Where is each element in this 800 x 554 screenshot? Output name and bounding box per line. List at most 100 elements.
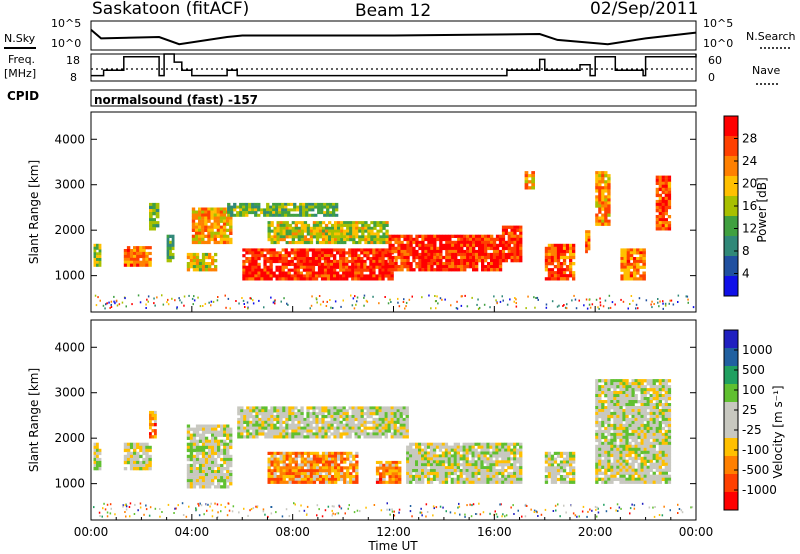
heatmap-cell — [501, 480, 505, 484]
heatmap-cell — [204, 216, 208, 220]
heatmap-cell — [628, 406, 632, 410]
heatmap-cell — [478, 255, 482, 260]
heatmap-cell — [142, 451, 146, 456]
heatmap-cell — [553, 460, 558, 464]
heatmap-cell — [246, 412, 250, 416]
heatmap-cell — [415, 237, 419, 242]
heatmap-cell — [492, 474, 496, 479]
heatmap-speck — [502, 299, 504, 302]
heatmap-cell — [601, 453, 605, 458]
heatmap-cell — [472, 240, 476, 245]
heatmap-cell — [142, 263, 146, 267]
heatmap-cell — [658, 414, 662, 419]
heatmap-cell — [276, 477, 280, 482]
heatmap-cell — [421, 474, 425, 479]
heatmap-cell — [412, 466, 416, 470]
heatmap-cell — [290, 208, 294, 212]
heatmap-cell — [639, 257, 643, 261]
heatmap-cell — [652, 417, 656, 422]
heatmap-cell — [204, 228, 208, 232]
heatmap-cell — [610, 432, 614, 437]
heatmap-cell — [427, 259, 431, 263]
heatmap-cell — [472, 249, 476, 254]
heatmap-cell — [619, 462, 623, 466]
heatmap-cell — [291, 221, 295, 225]
heatmap-cell — [598, 456, 602, 461]
heatmap-cell — [625, 385, 629, 389]
heatmap-cell — [309, 415, 313, 419]
heatmap-cell — [329, 211, 333, 215]
heatmap-cell — [186, 433, 191, 437]
heatmap-cell — [388, 469, 392, 473]
heatmap-cell — [643, 411, 647, 416]
heatmap-cell — [308, 259, 313, 264]
heatmap-cell — [469, 262, 473, 266]
heatmap-cell — [317, 251, 322, 255]
heatmap-cell — [315, 238, 320, 242]
heatmap-cell — [312, 457, 317, 461]
heatmap-cell — [622, 435, 626, 440]
heatmap-cell — [436, 234, 440, 238]
heatmap-cell — [285, 423, 289, 427]
heatmap-cell — [129, 457, 134, 462]
heatmap-cell — [354, 248, 358, 252]
heatmap-cell — [364, 241, 368, 245]
heatmap-speck — [199, 305, 202, 308]
heatmap-cell — [510, 480, 514, 484]
heatmap-cell — [220, 470, 224, 474]
heatmap-cell — [242, 268, 246, 272]
heatmap-cell — [324, 235, 329, 239]
heatmap-speck — [466, 305, 469, 308]
heatmap-cell — [384, 254, 388, 258]
heatmap-cell — [628, 391, 632, 395]
heatmap-cell — [601, 480, 605, 484]
heatmap-cell — [616, 459, 620, 463]
heatmap-cell — [463, 265, 467, 269]
heatmap-cell — [459, 445, 463, 449]
heatmap-cell — [226, 476, 230, 480]
heatmap-cell — [620, 262, 624, 266]
heatmap-cell — [430, 237, 434, 242]
heatmap-cell — [373, 235, 377, 239]
heatmap-cell — [334, 232, 338, 236]
heatmap-cell — [305, 268, 310, 272]
heatmap-cell — [610, 423, 614, 428]
heatmap-cell — [312, 221, 317, 225]
heatmap-cell — [565, 265, 570, 269]
heatmap-cell — [598, 411, 602, 416]
heatmap-speck — [565, 307, 568, 310]
heatmap-cell — [288, 463, 292, 467]
heatmap-cell — [547, 475, 552, 479]
heatmap-cell — [438, 457, 443, 461]
heatmap-cell — [492, 448, 496, 452]
heatmap-cell — [211, 451, 215, 456]
heatmap-cell — [466, 252, 470, 257]
heatmap-cell — [402, 412, 406, 416]
heatmap-cell — [148, 460, 152, 465]
heatmap-cell — [264, 423, 268, 427]
heatmap-cell — [340, 475, 344, 479]
heatmap-cell — [290, 251, 294, 255]
heatmap-cell — [321, 457, 326, 461]
heatmap-cell — [337, 221, 341, 225]
heatmap-cell — [282, 235, 286, 239]
heatmap-cell — [195, 476, 200, 480]
heatmap-cell — [201, 454, 206, 459]
heatmap-cell — [642, 259, 646, 264]
heatmap-cell — [629, 262, 634, 266]
heatmap-cell — [381, 415, 385, 419]
heatmap-cell — [483, 454, 487, 458]
heatmap-cell — [454, 268, 458, 272]
heatmap-cell — [637, 385, 641, 389]
heatmap-cell — [495, 252, 500, 257]
heatmap-cell — [324, 238, 329, 242]
heatmap-cell — [412, 477, 416, 481]
heatmap-cell — [585, 250, 588, 254]
heatmap-cell — [643, 459, 647, 463]
heatmap-cell — [126, 442, 131, 446]
heatmap-cell — [472, 255, 476, 260]
heatmap-cell — [284, 208, 288, 212]
heatmap-cell — [405, 423, 409, 427]
heatmap-cell — [204, 439, 209, 443]
heatmap-cell — [430, 243, 434, 248]
